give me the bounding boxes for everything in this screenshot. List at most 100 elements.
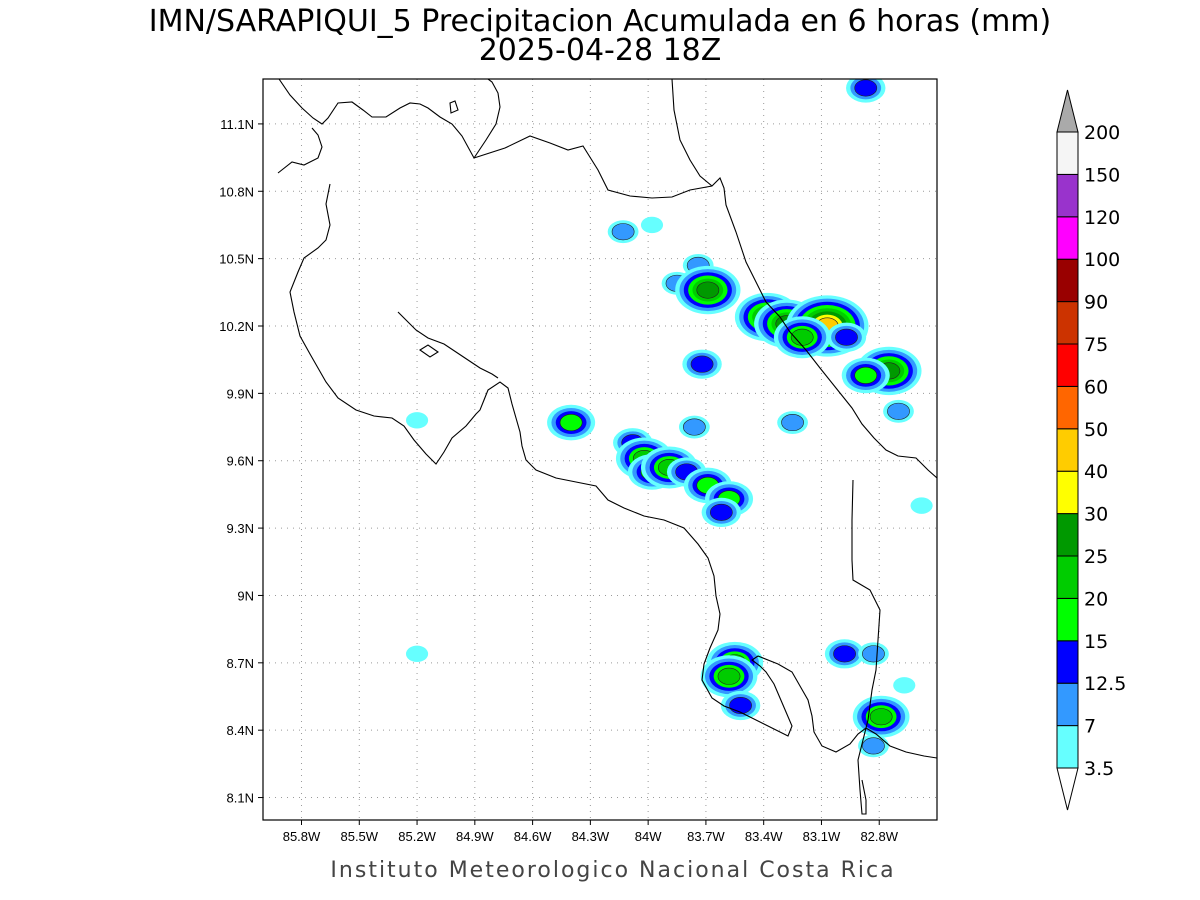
colorbar-swatch bbox=[1056, 725, 1079, 769]
precip-contour bbox=[405, 412, 429, 429]
precip-contour bbox=[854, 366, 878, 384]
colorbar-level-label: 75 bbox=[1084, 334, 1108, 356]
map-background bbox=[263, 79, 937, 820]
colorbar-swatch bbox=[1056, 343, 1079, 387]
colorbar-level-label: 90 bbox=[1084, 292, 1108, 314]
precip-contour bbox=[854, 79, 878, 97]
precip-cell bbox=[405, 412, 429, 429]
colorbar-level-label: 200 bbox=[1084, 122, 1120, 144]
precip-cell bbox=[893, 677, 916, 694]
lon-tick-label: 84.9W bbox=[456, 829, 494, 844]
precip-contour bbox=[833, 645, 856, 663]
colorbar-level-label: 40 bbox=[1084, 461, 1108, 483]
precipitation-layer bbox=[405, 79, 933, 758]
colorbar-swatch bbox=[1056, 301, 1079, 345]
colorbar-level-label: 7 bbox=[1084, 716, 1096, 738]
colorbar-legend: 3.5 7 12.5 15 20 25 30 40 50 60 75 90 100 120 150 200 bbox=[1056, 89, 1126, 811]
border-nicaragua bbox=[671, 79, 713, 187]
precip-contour bbox=[887, 402, 910, 420]
precip-contour bbox=[729, 696, 752, 714]
precip-contour bbox=[862, 737, 885, 755]
precip-contour bbox=[910, 497, 933, 514]
lat-tick-label: 8.7N bbox=[227, 656, 254, 671]
coastline-caribbean-north bbox=[473, 135, 937, 479]
precip-cell bbox=[773, 316, 831, 359]
colorbar-level-label: 25 bbox=[1084, 546, 1108, 568]
precip-contour bbox=[869, 708, 893, 726]
precip-cell bbox=[910, 497, 933, 514]
map-subtitle-datetime: 2025-04-28 18Z bbox=[479, 33, 722, 68]
lon-tick-label: 85.8W bbox=[283, 829, 321, 844]
lon-tick-label: 83.1W bbox=[803, 829, 841, 844]
precip-cell bbox=[824, 639, 865, 669]
map-axis-labels: 85.8W 85.5W 85.2W 84.9W 84.6W 84.3W 84W 83.7W 83… bbox=[219, 117, 898, 844]
colorbar-level-label: 150 bbox=[1084, 164, 1120, 186]
precip-contour bbox=[559, 414, 583, 432]
precip-cell bbox=[858, 642, 889, 666]
colorbar-swatch bbox=[1056, 597, 1079, 642]
border-panama bbox=[851, 479, 881, 815]
precip-cell bbox=[675, 265, 741, 315]
colorbar-swatch bbox=[1056, 682, 1079, 727]
colorbar-level-label: 12.5 bbox=[1084, 673, 1126, 695]
map-frame bbox=[262, 78, 938, 821]
colorbar-level-label: 30 bbox=[1084, 504, 1108, 526]
coastline-lake bbox=[449, 100, 459, 114]
lon-tick-label: 82.8W bbox=[860, 829, 898, 844]
precip-contour bbox=[709, 503, 733, 521]
lat-tick-label: 9.9N bbox=[227, 386, 254, 401]
precip-cell bbox=[701, 497, 742, 527]
precip-contour bbox=[781, 414, 804, 432]
precip-cell bbox=[858, 734, 889, 758]
colorbar-swatch bbox=[1056, 258, 1079, 303]
precip-contour bbox=[640, 216, 664, 234]
colorbar-swatch bbox=[1056, 385, 1079, 430]
precip-cell bbox=[547, 404, 596, 441]
lon-tick-label: 83.4W bbox=[745, 829, 783, 844]
lat-tick-label: 10.8N bbox=[219, 184, 254, 199]
institution-credit: Instituto Meteorologico Nacional Costa R… bbox=[330, 858, 895, 883]
colorbar-swatch bbox=[1056, 640, 1079, 684]
colorbar-max-arrow bbox=[1056, 89, 1079, 133]
lat-tick-label: 10.5N bbox=[219, 252, 254, 267]
precip-contour bbox=[405, 645, 429, 663]
lat-tick-label: 11.1N bbox=[220, 117, 254, 132]
precip-cell bbox=[883, 399, 914, 423]
lon-tick-label: 85.5W bbox=[340, 829, 378, 844]
map-gridlines bbox=[263, 79, 937, 820]
precip-cell bbox=[678, 415, 710, 439]
colorbar-level-label: 60 bbox=[1084, 376, 1108, 398]
precip-contour bbox=[717, 667, 741, 685]
coastline-layer bbox=[277, 79, 937, 815]
lat-tick-label: 8.1N bbox=[227, 791, 254, 806]
coastline-nicoya bbox=[277, 127, 937, 759]
coastline-island bbox=[419, 344, 439, 358]
lat-tick-label: 10.2N bbox=[219, 319, 254, 334]
colorbar-swatch bbox=[1056, 428, 1079, 472]
precip-cell bbox=[682, 349, 722, 379]
colorbar-level-label: 100 bbox=[1084, 249, 1120, 271]
lon-tick-label: 85.2W bbox=[398, 829, 436, 844]
lat-tick-label: 9N bbox=[237, 588, 254, 603]
precip-contour bbox=[690, 355, 714, 373]
colorbar-swatch bbox=[1056, 173, 1079, 218]
map-area: 85.8W 85.5W 85.2W 84.9W 84.6W 84.3W 84W 83.7W 83… bbox=[219, 78, 938, 844]
precip-cell bbox=[700, 655, 758, 698]
lat-tick-label: 9.3N bbox=[227, 521, 254, 536]
precip-cell bbox=[640, 216, 664, 234]
precip-cell bbox=[405, 645, 429, 663]
colorbar-level-label: 50 bbox=[1084, 419, 1108, 441]
colorbar-level-label: 20 bbox=[1084, 588, 1108, 610]
coastline-north bbox=[278, 79, 501, 160]
precip-contour bbox=[862, 645, 885, 663]
precip-contour bbox=[835, 328, 858, 346]
precip-cell bbox=[846, 79, 886, 103]
lon-tick-label: 84.3W bbox=[572, 829, 610, 844]
lon-tick-label: 83.7W bbox=[687, 829, 725, 844]
colorbar-swatch bbox=[1056, 513, 1079, 557]
precip-cell bbox=[720, 690, 761, 721]
precip-contour bbox=[893, 677, 916, 694]
precip-contour bbox=[682, 418, 706, 436]
colorbar-level-label: 15 bbox=[1084, 631, 1108, 653]
